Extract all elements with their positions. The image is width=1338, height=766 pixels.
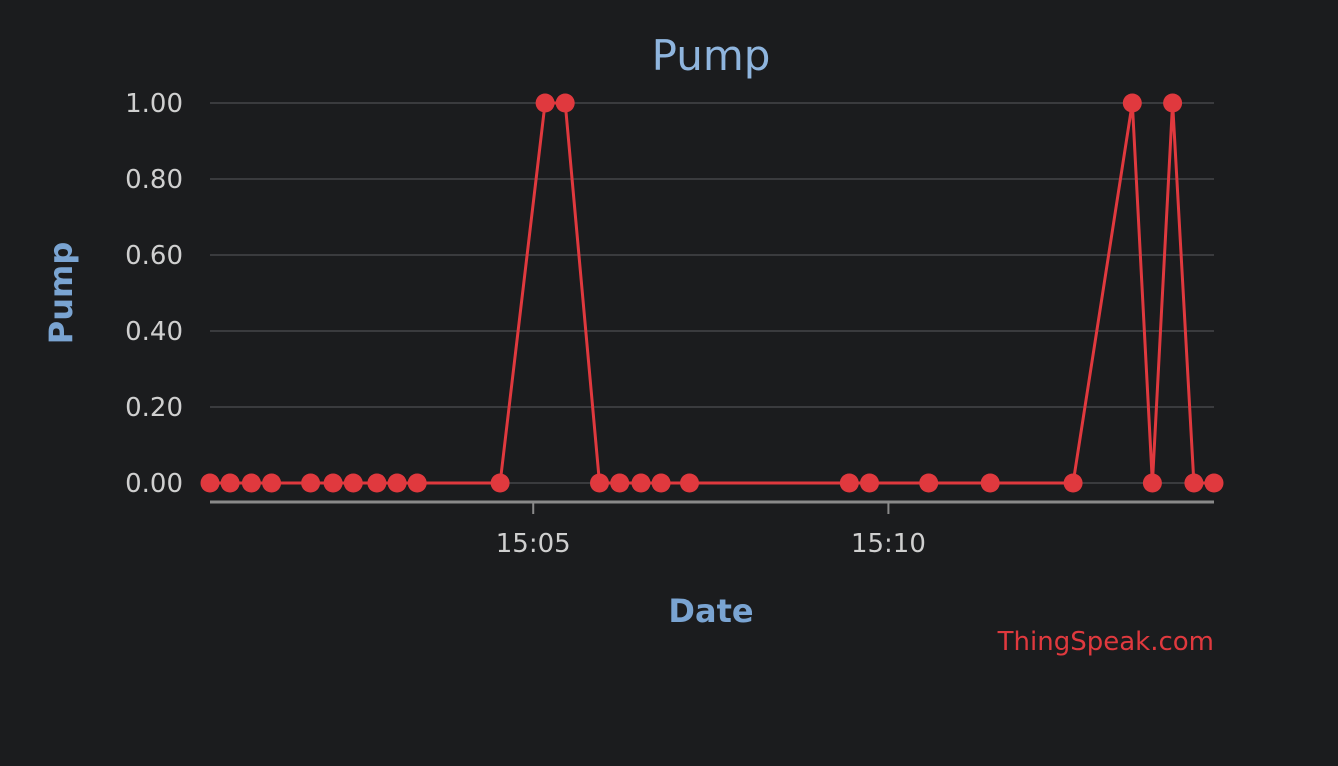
data-point[interactable] xyxy=(1122,93,1142,113)
x-tick-label: 15:05 xyxy=(496,529,571,559)
x-axis-title: Date xyxy=(668,592,753,630)
data-point[interactable] xyxy=(407,473,427,493)
chart-title: Pump xyxy=(652,31,771,80)
data-point[interactable] xyxy=(343,473,363,493)
data-point[interactable] xyxy=(1184,473,1204,493)
data-point[interactable] xyxy=(919,473,939,493)
data-point[interactable] xyxy=(1163,93,1183,113)
data-point[interactable] xyxy=(680,473,699,493)
data-point[interactable] xyxy=(200,473,220,493)
data-point[interactable] xyxy=(1142,473,1162,493)
series-pump xyxy=(200,93,1224,493)
data-point[interactable] xyxy=(262,473,282,493)
data-point[interactable] xyxy=(241,473,261,493)
data-point[interactable] xyxy=(535,93,555,113)
x-axis-ticks: 15:05 15:10 xyxy=(496,502,926,559)
y-axis-tick-labels: 0.00 0.20 0.40 0.60 0.80 1.00 xyxy=(125,89,183,499)
data-point[interactable] xyxy=(860,473,879,493)
data-point[interactable] xyxy=(220,473,240,493)
data-point[interactable] xyxy=(610,473,630,493)
data-point[interactable] xyxy=(490,473,510,493)
data-point[interactable] xyxy=(301,473,321,493)
y-tick-label: 0.60 xyxy=(125,241,183,271)
data-point[interactable] xyxy=(367,473,387,493)
thingspeak-credit-link[interactable]: ThingSpeak.com xyxy=(997,627,1214,657)
data-point[interactable] xyxy=(555,93,575,113)
data-point[interactable] xyxy=(590,473,609,493)
data-point[interactable] xyxy=(651,473,671,493)
y-axis-title: Pump xyxy=(42,242,80,344)
data-point[interactable] xyxy=(387,473,407,493)
data-point[interactable] xyxy=(1063,473,1083,493)
y-tick-label: 1.00 xyxy=(125,89,183,119)
series-line xyxy=(210,101,1214,485)
data-point[interactable] xyxy=(980,473,1000,493)
y-tick-label: 0.20 xyxy=(125,393,183,423)
data-point[interactable] xyxy=(839,473,859,493)
data-point[interactable] xyxy=(631,473,651,493)
y-tick-label: 0.00 xyxy=(125,469,183,499)
y-tick-label: 0.80 xyxy=(125,165,183,195)
gridlines xyxy=(210,102,1214,484)
y-tick-label: 0.40 xyxy=(125,317,183,347)
data-point[interactable] xyxy=(1204,473,1224,493)
data-point[interactable] xyxy=(323,473,343,493)
x-tick-label: 15:10 xyxy=(851,529,926,559)
